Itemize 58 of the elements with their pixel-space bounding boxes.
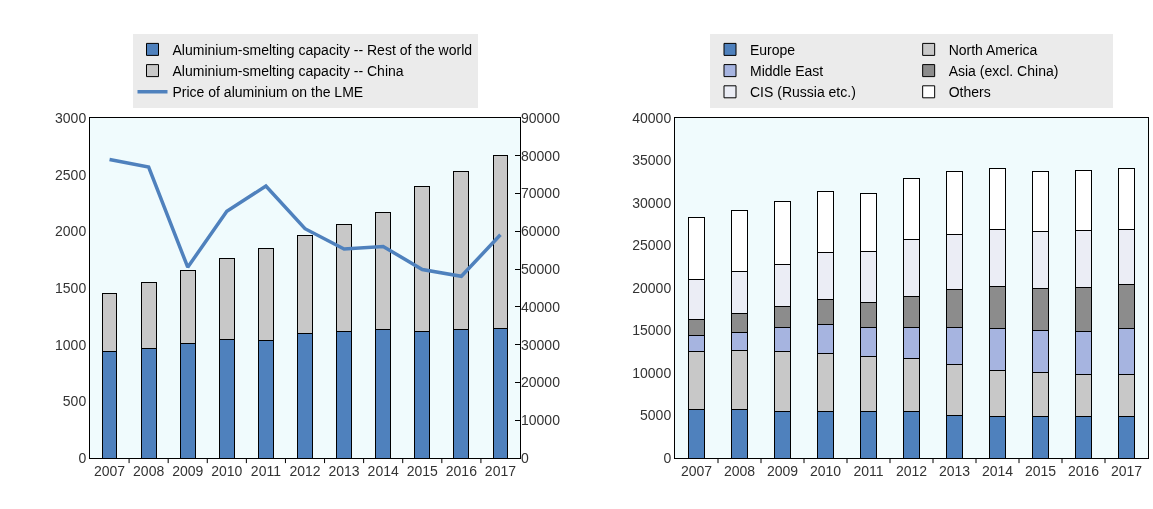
y-tick-label: 10000 <box>632 364 672 381</box>
x-tick-label: 2008 <box>133 462 165 479</box>
x-tick-label: 2017 <box>1110 462 1143 479</box>
y2-tick-label: 80000 <box>521 147 561 164</box>
legend-label: Middle East <box>750 63 824 80</box>
y-tick-label: 40000 <box>632 109 672 126</box>
y-tick-label: 20000 <box>632 279 672 296</box>
legend-label: Aluminium-smelting capacity -- China <box>172 63 404 80</box>
legend-label: North America <box>948 41 1038 58</box>
x-tick-label: 2013 <box>938 462 971 479</box>
y-tick-label: 5000 <box>640 407 672 424</box>
legend-label: Europe <box>750 41 796 58</box>
y2-tick-label: 10000 <box>521 412 561 429</box>
y2-tick-label: 70000 <box>521 185 561 202</box>
y2-tick-label: 0 <box>521 449 529 466</box>
x-tick-label: 2008 <box>723 462 756 479</box>
x-tick-label: 2014 <box>367 462 399 479</box>
y2-tick-label: 20000 <box>521 374 561 391</box>
x-tick-label: 2016 <box>445 462 478 479</box>
x-tick-label: 2015 <box>406 462 439 479</box>
y-tick-label: 1000 <box>55 336 87 353</box>
y2-tick-label: 90000 <box>521 109 561 126</box>
x-tick-label: 2012 <box>895 462 928 479</box>
y-tick-label: 15000 <box>632 322 672 339</box>
x-tick-label: 2007 <box>93 462 126 479</box>
x-tick-label: 2015 <box>1024 462 1057 479</box>
legend-label: Price of aluminium on the LME <box>172 84 364 101</box>
y-tick-label: 35000 <box>632 152 672 169</box>
y-tick-label: 2000 <box>55 223 87 240</box>
y-tick-label: 25000 <box>632 237 672 254</box>
y-tick-label: 3000 <box>55 109 87 126</box>
x-tick-label: 2009 <box>172 462 204 479</box>
y-tick-label: 2500 <box>55 166 87 183</box>
line-series <box>107 157 503 279</box>
legend-label: Others <box>948 84 991 101</box>
x-tick-label: 2010 <box>809 462 842 479</box>
y-tick-label: 0 <box>78 449 87 466</box>
x-tick-label: 2012 <box>289 462 321 479</box>
y2-tick-label: 40000 <box>521 298 561 315</box>
y2-tick-label: 50000 <box>521 261 561 278</box>
legend-label: CIS (Russia etc.) <box>750 84 856 101</box>
x-tick-label: 2009 <box>766 462 799 479</box>
x-tick-label: 2011 <box>853 462 884 479</box>
x-tick-label: 2017 <box>484 462 517 479</box>
x-tick-label: 2014 <box>981 462 1014 479</box>
y2-tick-label: 30000 <box>521 336 561 353</box>
x-tick-label: 2011 <box>250 462 282 479</box>
y-tick-label: 1500 <box>55 279 87 296</box>
y2-tick-label: 60000 <box>521 223 561 240</box>
legend-label: Asia (excl. China) <box>948 63 1059 80</box>
y-tick-label: 30000 <box>632 194 672 211</box>
x-tick-label: 2007 <box>680 462 713 479</box>
legend-label: Aluminium-smelting capacity -- Rest of the world <box>172 41 473 58</box>
x-tick-label: 2010 <box>211 462 243 479</box>
y-tick-label: 500 <box>62 393 87 410</box>
x-tick-label: 2013 <box>328 462 360 479</box>
x-tick-label: 2016 <box>1067 462 1100 479</box>
y-tick-label: 0 <box>663 449 672 466</box>
